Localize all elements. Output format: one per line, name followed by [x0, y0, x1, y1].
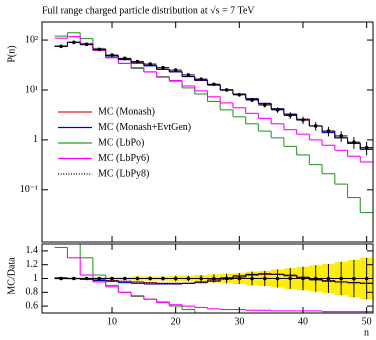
data-point: [275, 108, 280, 112]
y-tick-label: 1: [33, 134, 38, 145]
data-point: [313, 276, 318, 281]
data-point: [212, 276, 216, 281]
data-point: [148, 276, 153, 281]
y-tick-label: 1: [33, 273, 38, 284]
y-tick-label: 1.2: [26, 259, 39, 270]
y-axis-label: MC/Data: [6, 257, 17, 295]
data-point: [97, 47, 102, 52]
x-tick-label: 20: [171, 316, 181, 327]
data-point: [301, 118, 305, 122]
data-point: [275, 276, 280, 281]
data-point: [199, 276, 203, 281]
y-tick-label: 10⁻¹: [20, 184, 38, 195]
legend-label: MC (LbPy6): [98, 153, 149, 164]
data-point: [122, 276, 127, 281]
plot-area: [54, 32, 373, 214]
x-tick-label: 50: [362, 316, 372, 327]
data-point: [313, 124, 318, 128]
data-point: [352, 140, 356, 144]
data-point: [161, 65, 165, 70]
data-point: [186, 73, 191, 77]
data-point: [199, 77, 203, 81]
data-point: [364, 145, 369, 150]
data-point: [237, 93, 242, 97]
data-point: [173, 68, 178, 72]
y-tick-label: 0.6: [26, 300, 39, 311]
legend-label: MC (LbPo): [98, 137, 144, 148]
data-point: [301, 276, 305, 281]
data-point: [72, 40, 76, 45]
x-axis-label: n: [364, 327, 369, 338]
data-point: [161, 276, 165, 281]
data-point: [135, 276, 140, 281]
y-tick-label: 0.8: [26, 287, 39, 298]
data-point: [59, 276, 63, 281]
legend-label: MC (Monash+EvtGen): [98, 122, 191, 133]
legend-label: MC (LbPy8): [98, 168, 149, 179]
data-point: [59, 44, 63, 49]
data-point: [173, 276, 178, 281]
data-point: [326, 276, 331, 281]
data-point: [110, 276, 114, 281]
data-point: [262, 276, 267, 281]
data-point: [364, 276, 369, 281]
chart-title: Full range charged particle distribution…: [42, 5, 255, 16]
x-tick-label: 10: [107, 316, 117, 327]
frame: [41, 21, 374, 243]
data-point: [339, 276, 343, 281]
data-point: [224, 276, 229, 281]
data-point: [97, 276, 102, 281]
y-tick-label: 1.4: [26, 245, 39, 256]
data-point: [339, 134, 343, 138]
y-tick-label: 10²: [25, 34, 38, 45]
data-point: [72, 276, 76, 281]
y-axis-label: P(n): [6, 45, 17, 62]
data-point: [148, 62, 153, 66]
data-point: [237, 276, 242, 281]
data-point: [262, 103, 267, 107]
data-point: [212, 82, 216, 87]
data-point: [250, 98, 254, 102]
legend-label: MC (Monash): [98, 106, 155, 117]
x-tick-label: 30: [234, 316, 244, 327]
data-point: [84, 42, 89, 47]
data-point: [186, 276, 191, 281]
x-tick-label: 40: [298, 316, 308, 327]
data-point: [135, 59, 140, 64]
data-point: [110, 53, 114, 57]
data-point: [250, 276, 254, 281]
y-tick-label: 10¹: [25, 84, 38, 95]
data-point: [224, 88, 229, 92]
data-point: [326, 129, 331, 133]
data-point: [84, 276, 89, 281]
data-point: [352, 276, 356, 281]
data-point: [122, 56, 127, 61]
plot-area: [54, 244, 373, 313]
data-point: [288, 113, 293, 118]
data-point: [288, 276, 293, 281]
